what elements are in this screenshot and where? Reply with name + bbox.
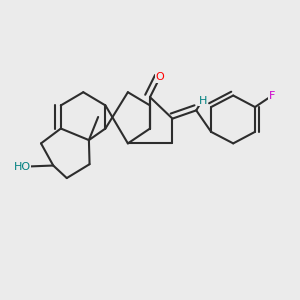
Text: F: F <box>269 91 275 100</box>
Text: O: O <box>155 72 164 82</box>
Text: HO: HO <box>14 161 31 172</box>
Text: H: H <box>199 96 207 106</box>
